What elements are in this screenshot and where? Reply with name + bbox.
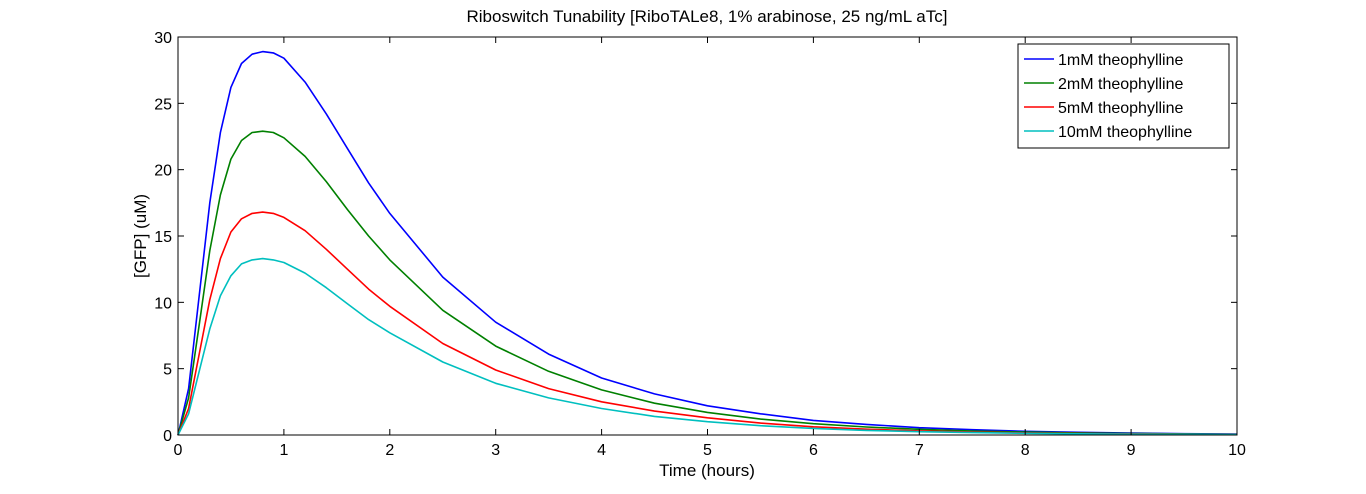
legend-label-4: 10mM theophylline — [1058, 124, 1192, 141]
x-tick-label: 10 — [1228, 442, 1246, 459]
x-tick-label: 9 — [1127, 442, 1136, 459]
y-tick-label: 10 — [154, 295, 172, 312]
legend-label-3: 5mM theophylline — [1058, 100, 1184, 117]
y-tick-label: 20 — [154, 163, 172, 180]
x-tick-label: 1 — [279, 442, 288, 459]
x-tick-label: 5 — [703, 442, 712, 459]
x-tick-label: 3 — [491, 442, 500, 459]
y-tick-label: 0 — [163, 428, 172, 445]
legend: 1mM theophylline 2mM theophylline 5mM theo… — [1017, 43, 1230, 149]
x-tick-label: 0 — [174, 442, 183, 459]
y-tick-label: 30 — [154, 30, 172, 47]
y-axis-label: [GFP] (uM) — [131, 194, 150, 278]
legend-label-1: 1mM theophylline — [1058, 52, 1184, 69]
y-tick-label: 5 — [163, 362, 172, 379]
x-tick-label: 4 — [597, 442, 606, 459]
series-line-1 — [177, 50, 1238, 436]
y-tick-label: 25 — [154, 96, 172, 113]
y-tick-label: 15 — [154, 229, 172, 246]
x-tick-label: 2 — [385, 442, 394, 459]
x-axis-label: Time (hours) — [659, 461, 755, 480]
x-tick-label: 8 — [1021, 442, 1030, 459]
x-tick-label: 7 — [915, 442, 924, 459]
series-line-3 — [177, 211, 1238, 436]
series-line-2 — [177, 130, 1238, 436]
chart-title: Riboswitch Tunability [RiboTALe8, 1% ara… — [467, 7, 948, 26]
legend-label-2: 2mM theophylline — [1058, 76, 1184, 93]
x-tick-label: 6 — [809, 442, 818, 459]
plot-area: 0 1 2 3 4 5 6 7 8 9 10 0 5 10 15 20 25 30 — [154, 30, 1246, 459]
series-line-4 — [177, 257, 1238, 436]
